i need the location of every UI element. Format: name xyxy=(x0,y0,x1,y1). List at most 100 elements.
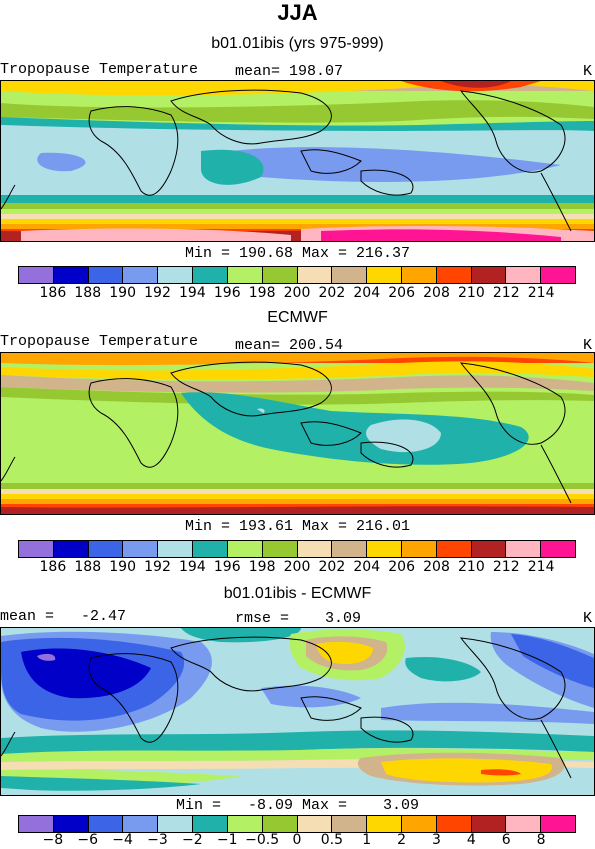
panel3-map xyxy=(0,627,595,796)
panel1-unit-label: K xyxy=(583,63,593,80)
colorbar-swatch xyxy=(506,816,542,832)
colorbar-tick-label: 198 xyxy=(248,285,276,301)
colorbar-swatch xyxy=(53,541,89,557)
panel2-unit-label: K xyxy=(583,337,593,354)
colorbar-tick-label: −8 xyxy=(42,832,64,848)
colorbar-swatch xyxy=(297,267,333,283)
colorbar-swatch xyxy=(436,267,472,283)
colorbar-swatch xyxy=(471,541,507,557)
colorbar-swatch xyxy=(297,816,333,832)
colorbar-tick-label: 208 xyxy=(423,559,450,575)
colorbar-tick-label: 206 xyxy=(388,559,415,575)
colorbar-swatch xyxy=(227,816,263,832)
colorbar-swatch xyxy=(541,541,575,557)
colorbar-tick-label: 8 xyxy=(536,832,546,848)
colorbar-swatch xyxy=(506,541,542,557)
colorbar-swatch xyxy=(53,816,89,832)
colorbar-swatch xyxy=(123,267,159,283)
colorbar-tick-label: 202 xyxy=(318,285,346,301)
colorbar-swatch xyxy=(158,267,194,283)
panel2-mean-label: mean= 200.54 xyxy=(235,337,344,354)
colorbar-swatch xyxy=(88,816,124,832)
colorbar-swatch xyxy=(367,541,402,557)
colorbar-tick-label: 192 xyxy=(144,285,171,301)
colorbar-swatch xyxy=(19,267,54,283)
colorbar-swatch xyxy=(297,541,333,557)
colorbar-tick-label: 6 xyxy=(501,832,511,848)
colorbar-swatch xyxy=(332,541,368,557)
colorbar-swatch xyxy=(471,267,507,283)
colorbar-tick-label: 0.5 xyxy=(320,832,344,848)
colorbar-tick-label: −6 xyxy=(77,832,99,848)
colorbar-tick-label: 198 xyxy=(248,559,276,575)
colorbar-swatch xyxy=(541,816,575,832)
season-title: JJA xyxy=(277,0,318,25)
panel3-mean-label: mean = -2.47 xyxy=(0,608,127,625)
colorbar-tick-label: 208 xyxy=(423,285,450,301)
colorbar-tick-label: −3 xyxy=(147,832,168,848)
colorbar-swatch xyxy=(332,267,368,283)
colorbar-tick-label: 4 xyxy=(466,832,476,848)
colorbar-tick-label: 196 xyxy=(213,285,241,301)
colorbar-tick-label: −1 xyxy=(216,832,238,848)
colorbar-tick-label: 212 xyxy=(492,559,520,575)
colorbar-swatch xyxy=(436,816,472,832)
panel2-colorbar xyxy=(18,540,576,558)
colorbar-tick-label: 3 xyxy=(432,832,441,848)
colorbar-tick-label: 204 xyxy=(353,559,381,575)
colorbar-swatch xyxy=(471,816,507,832)
colorbar-tick-label: 186 xyxy=(39,559,67,575)
colorbar-tick-label: 200 xyxy=(283,285,311,301)
colorbar-swatch xyxy=(262,816,298,832)
panel1-map xyxy=(0,80,595,242)
colorbar-swatch xyxy=(53,267,89,283)
colorbar-tick-label: 0 xyxy=(292,832,302,848)
panel3-subtitle: b01.01ibis - ECMWF xyxy=(223,585,372,602)
panel3-minmax: Min = -8.09 Max = 3.09 xyxy=(175,797,420,814)
panel1-colorbar-ticks: 186 188 190 192 194 196 198 200 202 204 206 208 210 2… xyxy=(18,284,576,302)
colorbar-swatch xyxy=(88,267,124,283)
panel2-field-label: Tropopause Temperature xyxy=(0,333,199,350)
colorbar-swatch xyxy=(332,816,368,832)
colorbar-tick-label: 188 xyxy=(74,285,102,301)
panel1-mean-label: mean= 198.07 xyxy=(235,63,344,80)
colorbar-tick-label: 2 xyxy=(397,832,407,848)
colorbar-tick-label: 194 xyxy=(179,285,206,301)
colorbar-swatch xyxy=(367,267,402,283)
colorbar-swatch xyxy=(227,541,263,557)
colorbar-swatch xyxy=(227,267,263,283)
colorbar-swatch xyxy=(367,816,402,832)
panel2-subtitle: ECMWF xyxy=(267,309,328,326)
panel1-subtitle: b01.01ibis (yrs 975-999) xyxy=(211,35,384,52)
colorbar-swatch xyxy=(193,267,228,283)
panel1-minmax: Min = 190.68 Max = 216.37 xyxy=(184,245,411,262)
colorbar-tick-label: 206 xyxy=(388,285,415,301)
colorbar-tick-label: 188 xyxy=(74,559,102,575)
colorbar-tick-label: 200 xyxy=(283,559,311,575)
panel1-colorbar xyxy=(18,266,576,284)
colorbar-tick-label: 210 xyxy=(458,559,485,575)
colorbar-swatch xyxy=(19,816,54,832)
colorbar-swatch xyxy=(541,267,575,283)
colorbar-tick-label: 214 xyxy=(527,285,555,301)
panel1-field-label: Tropopause Temperature xyxy=(0,61,199,78)
panel3-colorbar xyxy=(18,815,576,833)
colorbar-tick-label: 210 xyxy=(458,285,485,301)
colorbar-tick-label: 186 xyxy=(39,285,67,301)
colorbar-tick-label: 194 xyxy=(179,559,206,575)
colorbar-tick-label: −0.5 xyxy=(245,832,280,848)
colorbar-swatch xyxy=(401,541,437,557)
panel3-unit-label: K xyxy=(583,610,593,627)
colorbar-swatch xyxy=(193,541,228,557)
colorbar-swatch xyxy=(158,541,194,557)
panel2-minmax: Min = 193.61 Max = 216.01 xyxy=(184,518,411,535)
colorbar-tick-label: 192 xyxy=(144,559,171,575)
colorbar-swatch xyxy=(123,541,159,557)
panel3-colorbar-ticks: −8 −6 −4 −3 −2 −1 −0.5 0 0.5 1 2 3 4 6 8 xyxy=(18,831,576,849)
colorbar-swatch xyxy=(506,267,542,283)
colorbar-swatch xyxy=(262,267,298,283)
panel3-rmse-label: rmse = 3.09 xyxy=(235,610,362,627)
panel2-colorbar-ticks: 186 188 190 192 194 196 198 200 202 204 206 208 210 2… xyxy=(18,558,576,576)
colorbar-tick-label: 190 xyxy=(109,285,136,301)
colorbar-tick-label: 202 xyxy=(318,559,346,575)
